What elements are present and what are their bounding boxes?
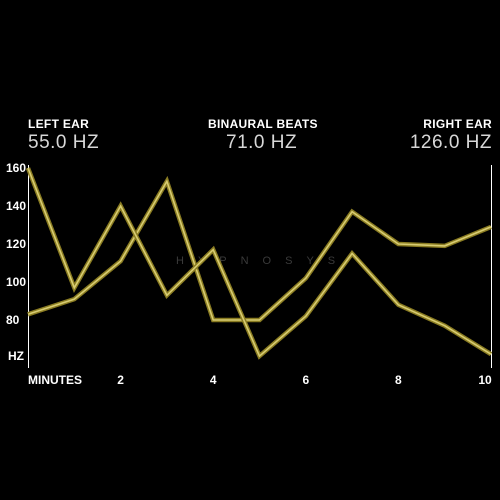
y-tick-label: 120 (6, 237, 26, 251)
x-tick-label: 10 (478, 373, 492, 387)
left-ear-label: LEFT EAR (28, 117, 90, 131)
x-tick-label: 8 (395, 373, 402, 387)
right-ear-label: RIGHT EAR (423, 117, 492, 131)
y-axis-label: HZ (8, 349, 24, 363)
left-ear-value: 55.0 HZ (28, 132, 100, 153)
x-tick-label: 4 (210, 373, 217, 387)
right-ear-value: 126.0 HZ (409, 132, 492, 153)
series-1-line (27, 179, 492, 321)
binaural-beats-value: 71.0 HZ (226, 132, 298, 153)
tick-layer: 160 140 120 100 80 2 4 6 8 10 (6, 161, 492, 387)
series-layer (25, 167, 493, 360)
x-axis-label: MINUTES (28, 373, 82, 387)
y-tick-label: 100 (6, 275, 26, 289)
binaural-beats-label: BINAURAL BEATS (208, 117, 318, 131)
y-tick-label: 160 (6, 161, 26, 175)
x-tick-label: 2 (117, 373, 124, 387)
y-tick-label: 80 (6, 313, 20, 327)
series-2-line (27, 167, 492, 358)
x-tick-label: 6 (302, 373, 309, 387)
y-tick-label: 140 (6, 199, 26, 213)
